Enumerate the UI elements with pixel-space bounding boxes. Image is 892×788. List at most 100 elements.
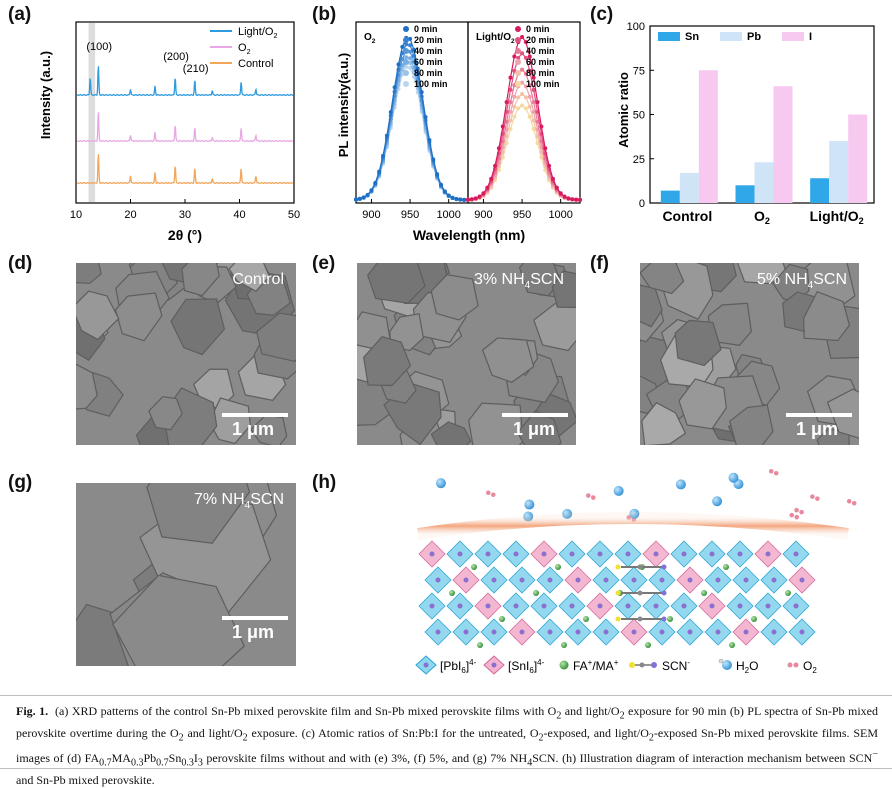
- pl-point: [365, 192, 370, 197]
- legend-h2o: H2O: [736, 659, 758, 675]
- fa-ma-cation: [751, 616, 757, 622]
- metal-center: [457, 551, 463, 557]
- metal-center: [569, 603, 575, 609]
- legend-label: I: [809, 31, 812, 43]
- metal-center: [575, 577, 581, 583]
- x-tick-label: 950: [401, 209, 419, 221]
- fa-ma-cation: [499, 616, 505, 622]
- sem-label-7pct: 7% NH4SCN: [193, 491, 284, 512]
- pl-point: [527, 83, 532, 88]
- pl-point: [531, 100, 536, 105]
- metal-center: [575, 629, 581, 635]
- pl-point: [384, 133, 389, 138]
- legend-label: O2: [238, 42, 251, 56]
- fa-ma-cation: [645, 642, 651, 648]
- pl-point: [435, 172, 440, 177]
- pl-point: [531, 75, 536, 80]
- bar-Pb: [679, 172, 699, 203]
- legend-sni6: [SnI6]4-: [508, 658, 545, 675]
- pl-point: [520, 35, 525, 39]
- figure-caption: Fig. 1. (a) XRD patterns of the control …: [16, 703, 878, 788]
- grain: [430, 421, 472, 445]
- water-molecule: [675, 479, 686, 490]
- pl-point: [508, 87, 513, 92]
- pl-point: [485, 185, 490, 190]
- grain: [533, 303, 576, 352]
- sem-image-control: Control 1 μm: [76, 263, 296, 445]
- legend-label: 100 min: [526, 79, 560, 89]
- pl-point: [516, 55, 521, 60]
- metal-center: [435, 577, 441, 583]
- pl-curve: [467, 68, 581, 201]
- water-molecule: [728, 472, 739, 483]
- legend-marker: [403, 70, 409, 76]
- metal-center: [793, 603, 799, 609]
- pl-subpanel-title: Light/O2: [476, 32, 515, 45]
- metal-center: [687, 577, 693, 583]
- sem-image-7pct: 7% NH4SCN 1 μm: [76, 483, 296, 666]
- pl-point: [493, 163, 498, 168]
- panel-label-a: (a): [8, 4, 32, 25]
- metal-center: [463, 629, 469, 635]
- pl-point: [466, 197, 470, 202]
- fa-ma-cation: [555, 564, 561, 570]
- legend-label: 20 min: [414, 35, 443, 45]
- water-molecule: [613, 485, 624, 496]
- bar-I: [773, 86, 793, 203]
- legend-swatch: [658, 32, 680, 41]
- oxygen-atom: [490, 492, 496, 498]
- legend-label: 0 min: [414, 24, 438, 34]
- oxygen-atom: [799, 509, 804, 515]
- metal-center: [597, 603, 603, 609]
- pl-point: [354, 197, 358, 202]
- scn-ion: [615, 564, 621, 570]
- pl-point: [381, 153, 386, 158]
- grain: [678, 378, 727, 430]
- y-tick-label: 50: [633, 110, 645, 122]
- metal-center: [491, 629, 497, 635]
- legend-o2: O2: [803, 659, 817, 675]
- pl-curve: [467, 52, 581, 201]
- legend-label: 40 min: [526, 46, 555, 56]
- pl-point: [527, 94, 532, 99]
- pl-point: [504, 100, 509, 105]
- y-tick-label: 25: [633, 154, 645, 166]
- grain: [367, 263, 426, 304]
- grain: [228, 263, 271, 292]
- pl-point: [373, 180, 378, 185]
- pl-point: [512, 94, 517, 99]
- xrd-ylabel: Intensity (a.u.): [38, 51, 53, 139]
- grain: [114, 292, 163, 342]
- panel-label-h: (h): [312, 472, 337, 493]
- metal-center: [547, 629, 553, 635]
- pl-point: [496, 146, 501, 151]
- metal-center: [793, 551, 799, 557]
- pl-point: [578, 197, 582, 202]
- metal-center: [709, 551, 715, 557]
- metal-center: [659, 629, 665, 635]
- pl-point: [361, 195, 366, 200]
- x-tick-label: 1000: [436, 209, 460, 221]
- metal-center: [435, 629, 441, 635]
- pl-point: [508, 118, 513, 123]
- pl-point: [481, 191, 486, 196]
- pl-point: [550, 176, 555, 181]
- sem-label-control: Control: [232, 271, 284, 288]
- legend-label: 100 min: [414, 79, 448, 89]
- grain: [674, 319, 722, 367]
- highlight-band: [88, 23, 96, 202]
- pl-point: [531, 127, 536, 132]
- pl-point: [446, 193, 451, 198]
- pl-point: [512, 104, 517, 109]
- metal-center: [429, 603, 435, 609]
- mechanism-illustration: [PbI6]4- [SnI6]4- FA+/MA+ SCN- H2O O2: [415, 468, 857, 675]
- scale-bar: [786, 413, 852, 417]
- grain: [250, 414, 288, 445]
- pl-point: [508, 109, 513, 114]
- legend-label: Pb: [747, 31, 761, 43]
- metal-center: [457, 603, 463, 609]
- legend-fa-ma: FA+/MA+: [573, 658, 619, 673]
- grain: [112, 574, 246, 666]
- grain: [76, 263, 102, 284]
- metal-center: [771, 577, 777, 583]
